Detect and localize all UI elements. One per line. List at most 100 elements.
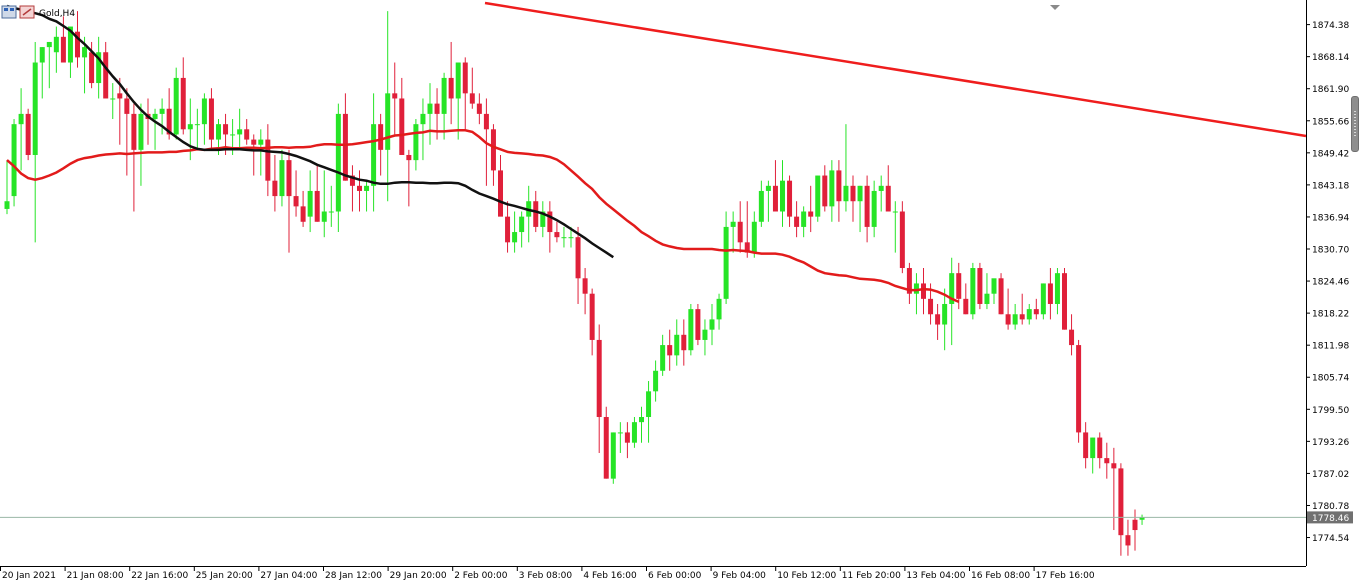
- bull-candle: [561, 237, 567, 239]
- bear-candle: [378, 124, 384, 150]
- bear-candle: [1005, 314, 1011, 325]
- bull-candle: [610, 432, 616, 479]
- bear-candle: [547, 211, 553, 233]
- time-axis[interactable]: 20 Jan 2021 21 Jan 08:00 22 Jan 16:00 25 Ja…: [0, 566, 1095, 581]
- bull-candle: [216, 124, 221, 140]
- bear-candle: [772, 185, 778, 212]
- bull-candle: [878, 185, 884, 191]
- bear-candle: [180, 77, 186, 130]
- time-tick-label: 4 Feb 16:00: [583, 571, 637, 581]
- bear-candle: [342, 113, 348, 181]
- bull-candle: [307, 190, 313, 217]
- bear-candle: [293, 196, 299, 207]
- bull-candle: [857, 185, 863, 202]
- bull-candle: [201, 98, 207, 125]
- chart-type-icon-stroke: [22, 8, 32, 16]
- time-tick-label: 2 Feb 00:00: [454, 571, 508, 581]
- symbol-title: Gold,H4: [39, 9, 75, 19]
- bull-candle: [258, 139, 264, 145]
- time-tick-label: 28 Jan 12:00: [325, 571, 382, 581]
- price-axis[interactable]: 1874.38 1868.14 1861.90 1855.66 1849.42 1843.…: [1306, 21, 1349, 544]
- bear-candle: [998, 278, 1004, 315]
- bear-candle: [836, 170, 842, 202]
- price-tick-label: 1849.42: [1312, 149, 1349, 159]
- bull-candle: [892, 211, 898, 213]
- bear-candle: [131, 113, 137, 150]
- bull-candle: [82, 47, 88, 58]
- bull-candle: [631, 422, 637, 443]
- time-tick-label: 21 Jan 08:00: [67, 571, 124, 581]
- time-tick-label: 29 Jan 20:00: [390, 571, 447, 581]
- bear-candle: [603, 417, 609, 479]
- bear-candle: [448, 77, 454, 99]
- bear-candle: [103, 52, 109, 99]
- chart-window-icon-cell: [10, 8, 14, 11]
- time-tick-label: 6 Feb 00:00: [648, 571, 702, 581]
- bear-candle: [300, 206, 306, 222]
- bull-candle: [427, 103, 433, 114]
- bull-candle: [1090, 437, 1096, 459]
- scrollbar-thumb[interactable]: [1351, 96, 1359, 152]
- bear-candle: [75, 31, 80, 58]
- bear-candle: [117, 93, 123, 99]
- bull-candle: [765, 185, 771, 191]
- shift-marker-icon[interactable]: [1050, 5, 1060, 10]
- bull-candle: [420, 113, 426, 125]
- candles-layer: [4, 11, 1145, 556]
- chart-window-icon: [1, 5, 17, 19]
- bull-candle: [942, 303, 948, 325]
- bull-candle: [230, 134, 236, 136]
- price-tick-label: 1855.66: [1312, 117, 1349, 127]
- bull-candle: [1012, 314, 1018, 325]
- bull-candle: [871, 190, 877, 227]
- bull-candle: [1054, 273, 1060, 304]
- bull-candle: [138, 113, 144, 150]
- bull-candle: [152, 113, 158, 120]
- bull-candle: [660, 345, 666, 371]
- bear-candle: [1019, 314, 1025, 320]
- bear-candle: [1047, 283, 1053, 304]
- price-tick-label: 1799.50: [1312, 406, 1349, 416]
- bull-candle: [829, 170, 835, 207]
- chart-window-icon-cell: [4, 8, 8, 11]
- moving-average-black-line: [6, 4, 614, 259]
- bear-candle: [392, 93, 398, 99]
- bear-candle: [681, 334, 687, 351]
- bull-candle: [512, 232, 518, 243]
- bull-candle: [46, 41, 52, 48]
- bull-candle: [801, 211, 807, 227]
- bull-candle: [237, 129, 243, 135]
- bear-candle: [265, 139, 271, 181]
- bull-candle: [385, 93, 391, 150]
- bear-candle: [286, 160, 292, 197]
- bear-candle: [483, 113, 489, 130]
- bull-candle: [723, 226, 729, 299]
- bear-candle: [1083, 432, 1089, 459]
- price-tick-label: 1787.02: [1312, 470, 1349, 480]
- bull-candle: [674, 334, 680, 356]
- bull-candle: [758, 190, 764, 222]
- price-tick-label: 1830.70: [1312, 246, 1349, 256]
- bear-candle: [272, 180, 278, 197]
- bull-candle: [187, 124, 193, 130]
- bear-candle: [554, 232, 560, 238]
- bear-candle: [906, 268, 912, 294]
- bull-candle: [646, 391, 652, 418]
- bull-candle: [11, 124, 17, 197]
- plot-area[interactable]: [0, 0, 1306, 566]
- time-tick-label: 25 Jan 20:00: [196, 571, 253, 581]
- price-tick-label: 1793.26: [1312, 438, 1349, 448]
- bull-candle: [194, 124, 200, 126]
- bull-candle: [321, 211, 327, 222]
- bear-candle: [60, 36, 66, 63]
- bear-candle: [1111, 463, 1117, 469]
- current-price-label: 1778.46: [1312, 514, 1349, 524]
- bear-candle: [885, 185, 891, 212]
- bear-candle: [935, 314, 941, 325]
- time-tick-label: 3 Feb 08:00: [519, 571, 573, 581]
- bull-candle: [1040, 283, 1046, 315]
- time-tick-label: 20 Jan 2021: [2, 571, 56, 581]
- bear-candle: [1132, 519, 1138, 531]
- bear-candle: [787, 180, 793, 217]
